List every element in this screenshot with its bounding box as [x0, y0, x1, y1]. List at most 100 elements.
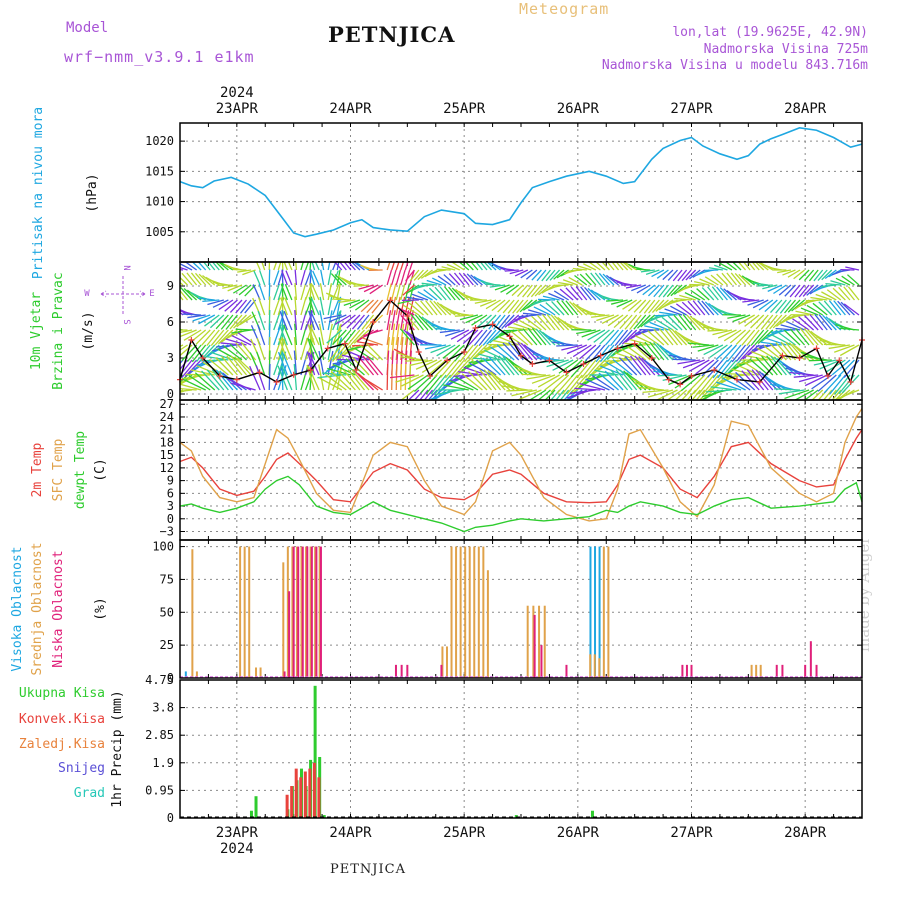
wind-arrow — [692, 374, 710, 395]
wind-arrow — [510, 330, 529, 346]
wind-arrow — [455, 288, 470, 301]
wind-arrow — [606, 274, 619, 286]
wind-arrow — [235, 299, 248, 314]
wind-arrow — [655, 299, 669, 312]
wind-arrow — [332, 329, 347, 345]
wind-arrow — [362, 337, 383, 346]
wind-arrow — [236, 314, 252, 328]
cloud-bar — [259, 667, 262, 678]
wind-arrow — [479, 262, 488, 271]
wind-arrow — [793, 389, 814, 400]
wind-arrow — [651, 269, 665, 278]
wind-arrow — [343, 262, 352, 271]
wind-arrow — [658, 284, 669, 298]
wind-arrow — [180, 266, 188, 271]
wind-arrow — [469, 362, 492, 376]
wind-speed-point — [563, 369, 570, 376]
wind-arrow — [493, 355, 511, 376]
wind-arrow — [434, 389, 460, 396]
cloud-bar — [477, 546, 480, 678]
wind-arrow — [229, 299, 243, 313]
wind-arrow — [707, 286, 719, 301]
wind-speed-point — [518, 352, 524, 359]
wind-arrow — [277, 365, 288, 391]
wind-arrow — [312, 270, 320, 286]
wind-arrow — [516, 299, 529, 314]
wind-arrow — [577, 265, 592, 271]
wind-arrow — [306, 364, 316, 391]
wind-arrow — [530, 284, 542, 298]
wind-arrow — [353, 284, 370, 287]
wind-arrow — [304, 262, 310, 271]
wind-arrow — [240, 341, 257, 361]
wind-arrow — [546, 313, 561, 331]
wind-arrow — [366, 343, 384, 361]
wind-arrow — [721, 374, 746, 379]
wind-arrow — [258, 283, 266, 301]
wind-arrow — [672, 269, 683, 282]
cloud-bar — [455, 546, 458, 678]
wind-arrow — [601, 297, 619, 301]
wind-arrow — [327, 296, 333, 316]
wind-arrow — [347, 262, 356, 271]
wind-arrow — [446, 263, 461, 271]
wind-arrow — [253, 270, 261, 286]
wind-arrow — [716, 381, 742, 391]
wind-arrow — [317, 374, 342, 379]
wind-arrow — [273, 262, 278, 271]
wind-arrow — [708, 267, 723, 271]
wind-arrow — [684, 292, 701, 301]
wind-arrow — [580, 286, 592, 301]
cloud-bar — [445, 646, 448, 678]
wind-arrow — [504, 269, 519, 272]
wind-arrow — [668, 374, 692, 386]
model-label: Model — [66, 20, 109, 36]
wind-arrow — [352, 344, 374, 347]
wind-arrow — [556, 344, 578, 347]
wind-arrow — [502, 299, 515, 314]
wind-arrow — [182, 313, 202, 316]
wind-arrow — [400, 310, 405, 331]
wind-arrow — [750, 329, 765, 346]
wind-arrow — [452, 262, 465, 271]
wind-speed-point — [796, 355, 803, 361]
wind-arrow — [450, 329, 470, 340]
pressure-ytick-label: 1020 — [145, 134, 174, 148]
wind-arrow — [404, 269, 411, 286]
wind-arrow — [633, 299, 647, 313]
wind-speed-point — [370, 319, 377, 325]
wind-arrow — [180, 329, 193, 334]
wind-speed-point — [813, 345, 820, 352]
cloud-bar — [248, 546, 251, 678]
wind-arrow — [414, 314, 429, 331]
wind-arrow — [336, 323, 342, 346]
wind-arrow — [678, 313, 692, 331]
wind-arrow — [585, 378, 610, 391]
wind-arrow — [209, 314, 225, 329]
wind-arrow — [831, 359, 851, 376]
wind-arrow — [454, 314, 474, 317]
wind-arrow — [721, 272, 733, 286]
wind-arrow — [585, 344, 601, 361]
wind-arrow — [343, 369, 361, 391]
day-label-top: 25APR — [443, 101, 486, 117]
temp-ylabel-2m: 2m Temp — [30, 442, 45, 497]
precip-bar — [290, 786, 294, 818]
wind-arrow — [658, 328, 674, 346]
wind-arrow — [702, 374, 719, 395]
wind-arrow — [601, 314, 619, 325]
wind-arrow — [754, 262, 765, 271]
wind-arrow — [235, 342, 252, 361]
wind-arrow — [731, 262, 742, 271]
wind-arrow — [674, 389, 688, 400]
wind-arrow — [535, 328, 551, 346]
wind-arrow — [818, 301, 833, 316]
temp-series-line-2 — [179, 475, 863, 533]
wind-arrow — [448, 286, 461, 301]
wind-arrow — [785, 341, 801, 361]
wind-arrow — [716, 286, 728, 301]
wind-arrow — [697, 300, 710, 316]
wind-arrow — [356, 341, 379, 346]
lonlat-label: lon,lat (19.9625E, 42.9N) — [672, 25, 868, 40]
wind-arrow — [744, 314, 760, 327]
